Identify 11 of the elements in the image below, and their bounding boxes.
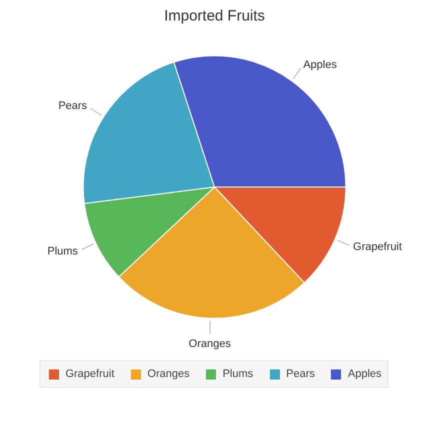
- slice-label: Oranges: [188, 338, 232, 350]
- chart-title: Imported Fruits: [164, 8, 265, 24]
- legend-label: Grapefruit: [65, 368, 114, 380]
- legend-label: Oranges: [147, 368, 190, 380]
- legend-label: Apples: [348, 368, 382, 380]
- legend-label: Pears: [286, 368, 315, 380]
- slice-label: Plums: [47, 245, 78, 258]
- slice-label: Pears: [58, 100, 88, 112]
- legend-label: Plums: [222, 368, 254, 380]
- slice-label: Apples: [303, 58, 338, 71]
- slice-label: Grapefruit: [353, 240, 402, 253]
